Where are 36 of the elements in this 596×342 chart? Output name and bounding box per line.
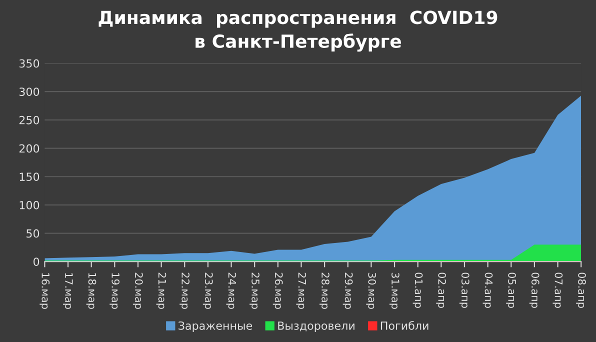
x-tick-label: 01.апр xyxy=(412,272,423,308)
x-tick-label: 19.мар xyxy=(110,273,120,309)
x-tick-label: 06.апр xyxy=(529,272,540,308)
y-tick-label: 50 xyxy=(26,229,40,238)
x-tick-label: 24.мар xyxy=(226,272,236,309)
legend-label: Погибли xyxy=(380,321,428,330)
x-tick-label: 07.апр xyxy=(552,272,563,308)
y-tick-label: 250 xyxy=(19,116,40,124)
x-tick-label: 21.мар xyxy=(156,272,166,309)
x-tick-label: 04.апр xyxy=(482,272,493,308)
x-tick-label: 03.апр xyxy=(459,272,470,308)
y-tick-label: 350 xyxy=(19,59,40,68)
legend-label: Выздоровели xyxy=(278,322,354,332)
chart-title: Динамика распространения COVID19 в Санкт-Петербурге xyxy=(98,10,498,52)
x-tick-label: 23.мар xyxy=(202,272,213,309)
x-tick-label: 27.мар xyxy=(296,272,306,309)
x-tick-label: 30.мар xyxy=(366,272,376,309)
x-tick-label: 22.мар xyxy=(180,272,190,309)
x-tick-label: 29.мар xyxy=(342,272,353,309)
x-tick-label: 28.мар xyxy=(320,272,330,309)
x-tick-label: 08.апр xyxy=(576,272,586,308)
y-tick-label: 0 xyxy=(34,258,40,266)
y-tick-label: 100 xyxy=(20,200,40,210)
x-tick-label: 05.апр xyxy=(506,272,516,308)
x-tick-label: 25.мар xyxy=(250,272,260,309)
x-tick-label: 17.мар xyxy=(62,273,73,309)
y-tick-label: 200 xyxy=(19,144,40,153)
x-tick-label: 26.мар xyxy=(272,272,283,309)
x-tick-label: 16.мар xyxy=(40,273,50,309)
x-tick-label: 02.апр xyxy=(436,272,446,308)
y-tick-label: 150 xyxy=(20,172,40,181)
legend-label: Зараженные xyxy=(178,321,252,332)
x-tick-label: 18.мар xyxy=(86,273,96,309)
y-tick-label: 300 xyxy=(19,88,40,96)
x-tick-label: 20.мар xyxy=(132,272,143,309)
x-tick-label: 31.мар xyxy=(389,272,400,309)
